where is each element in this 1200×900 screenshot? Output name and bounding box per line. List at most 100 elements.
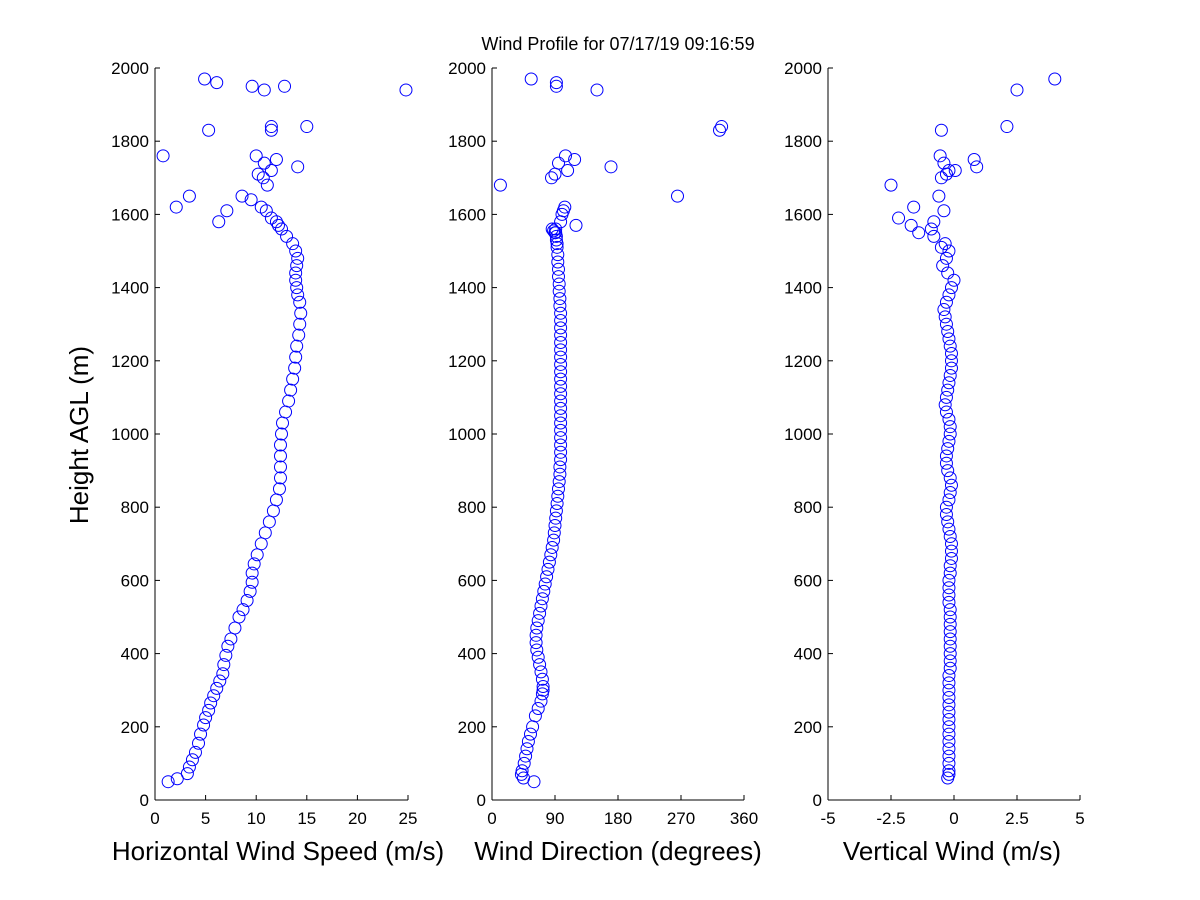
data-point-vertical-wind (939, 456, 953, 470)
data-point-horizontal-wind-speed (262, 515, 276, 529)
data-point-horizontal-wind-speed (264, 163, 278, 177)
data-point-wind-direction (545, 540, 559, 554)
data-point-horizontal-wind-speed (217, 658, 231, 672)
y-tick-label: 1800 (111, 132, 149, 151)
data-point-horizontal-wind-speed (245, 79, 259, 93)
data-point-wind-direction (526, 720, 540, 734)
data-point-horizontal-wind-speed (269, 493, 283, 507)
data-point-horizontal-wind-speed (216, 667, 230, 681)
data-point-vertical-wind (943, 368, 957, 382)
y-tick-label: 1200 (784, 352, 822, 371)
y-tick-label: 400 (121, 645, 149, 664)
data-point-vertical-wind (934, 123, 948, 137)
data-point-wind-direction (536, 683, 550, 697)
data-point-wind-direction (520, 742, 534, 756)
data-point-wind-direction (554, 306, 568, 320)
data-point-vertical-wind (939, 390, 953, 404)
data-point-horizontal-wind-speed (278, 79, 292, 93)
panel-wind-direction: 0 200 400 600 800 1000 1200 1400 1600 1800 2000 0 90… (448, 59, 758, 828)
x-tick-label: 2.5 (1005, 809, 1029, 828)
data-point-vertical-wind (941, 325, 955, 339)
data-point-vertical-wind (942, 756, 956, 770)
data-point-horizontal-wind-speed (264, 123, 278, 137)
data-point-vertical-wind (932, 189, 946, 203)
data-point-horizontal-wind-speed (264, 211, 278, 225)
data-point-wind-direction (553, 467, 567, 481)
data-point-horizontal-wind-speed (240, 594, 254, 608)
data-point-horizontal-wind-speed (228, 621, 242, 635)
y-tick-label: 2000 (784, 59, 822, 78)
y-tick-label: 400 (794, 645, 822, 664)
data-point-horizontal-wind-speed (264, 120, 278, 134)
data-point-wind-direction (590, 83, 604, 97)
data-point-wind-direction (529, 628, 543, 642)
data-point-vertical-wind (944, 281, 958, 295)
data-point-horizontal-wind-speed (243, 584, 257, 598)
data-point-wind-direction (521, 734, 535, 748)
y-tick-label: 200 (458, 718, 486, 737)
data-point-wind-direction (549, 233, 563, 247)
data-point-wind-direction (554, 431, 568, 445)
data-point-wind-direction (515, 764, 529, 778)
data-point-vertical-wind (933, 149, 947, 163)
data-point-wind-direction (554, 343, 568, 357)
data-point-vertical-wind (944, 551, 958, 565)
data-point-horizontal-wind-speed (260, 178, 274, 192)
data-point-wind-direction (547, 224, 561, 238)
data-point-wind-direction (542, 555, 556, 569)
data-point-wind-direction (524, 727, 537, 741)
x-tick-label: 10 (247, 809, 266, 828)
data-point-wind-direction (554, 387, 568, 401)
data-point-vertical-wind (941, 383, 955, 397)
y-tick-label: 200 (121, 718, 149, 737)
data-point-horizontal-wind-speed (213, 674, 227, 688)
data-point-horizontal-wind-speed (275, 427, 288, 441)
data-point-vertical-wind (892, 211, 906, 225)
x-tick-label: 15 (297, 809, 316, 828)
data-point-vertical-wind (938, 398, 952, 412)
data-point-vertical-wind (912, 226, 926, 240)
data-point-horizontal-wind-speed (258, 526, 272, 540)
data-point-wind-direction (554, 321, 568, 335)
data-point-wind-direction (554, 394, 568, 408)
y-tick-label: 1400 (784, 279, 822, 298)
data-point-wind-direction (524, 72, 538, 86)
x-tick-label: 20 (348, 809, 367, 828)
data-point-horizontal-wind-speed (244, 193, 258, 207)
data-point-horizontal-wind-speed (257, 83, 271, 97)
data-point-vertical-wind (943, 625, 957, 639)
data-point-wind-direction (537, 584, 551, 598)
data-point-horizontal-wind-speed (282, 394, 296, 408)
data-point-horizontal-wind-speed (273, 471, 287, 485)
data-point-horizontal-wind-speed (257, 156, 271, 170)
data-point-vertical-wind (942, 683, 956, 697)
data-point-wind-direction (552, 262, 565, 276)
y-tick-label: 600 (121, 571, 149, 590)
panel-vertical-wind: 0 200 400 600 800 1000 1200 1400 1600 1800 2000 -5 -… (784, 59, 1085, 828)
data-point-wind-direction (517, 756, 531, 770)
data-point-wind-direction (536, 680, 550, 694)
data-point-horizontal-wind-speed (291, 251, 305, 265)
data-point-vertical-wind (944, 361, 958, 375)
data-point-vertical-wind (941, 442, 955, 456)
data-point-vertical-wind (943, 471, 957, 485)
data-point-vertical-wind (907, 200, 921, 214)
data-point-wind-direction (551, 489, 565, 503)
data-point-vertical-wind (942, 332, 956, 346)
y-tick-label: 1600 (111, 205, 149, 224)
data-point-wind-direction (552, 284, 566, 298)
data-point-horizontal-wind-speed (210, 681, 224, 695)
data-point-vertical-wind (941, 464, 955, 478)
x-tick-label: 360 (730, 809, 758, 828)
y-tick-label: 1000 (784, 425, 822, 444)
data-point-wind-direction (529, 636, 543, 650)
data-point-vertical-wind (943, 647, 957, 661)
data-point-vertical-wind (942, 493, 956, 507)
data-point-horizontal-wind-speed (210, 76, 224, 90)
data-point-wind-direction (528, 709, 542, 723)
data-point-wind-direction (493, 178, 507, 192)
data-point-vertical-wind (942, 749, 956, 763)
y-tick-label: 0 (813, 791, 822, 810)
data-point-horizontal-wind-speed (224, 632, 238, 646)
